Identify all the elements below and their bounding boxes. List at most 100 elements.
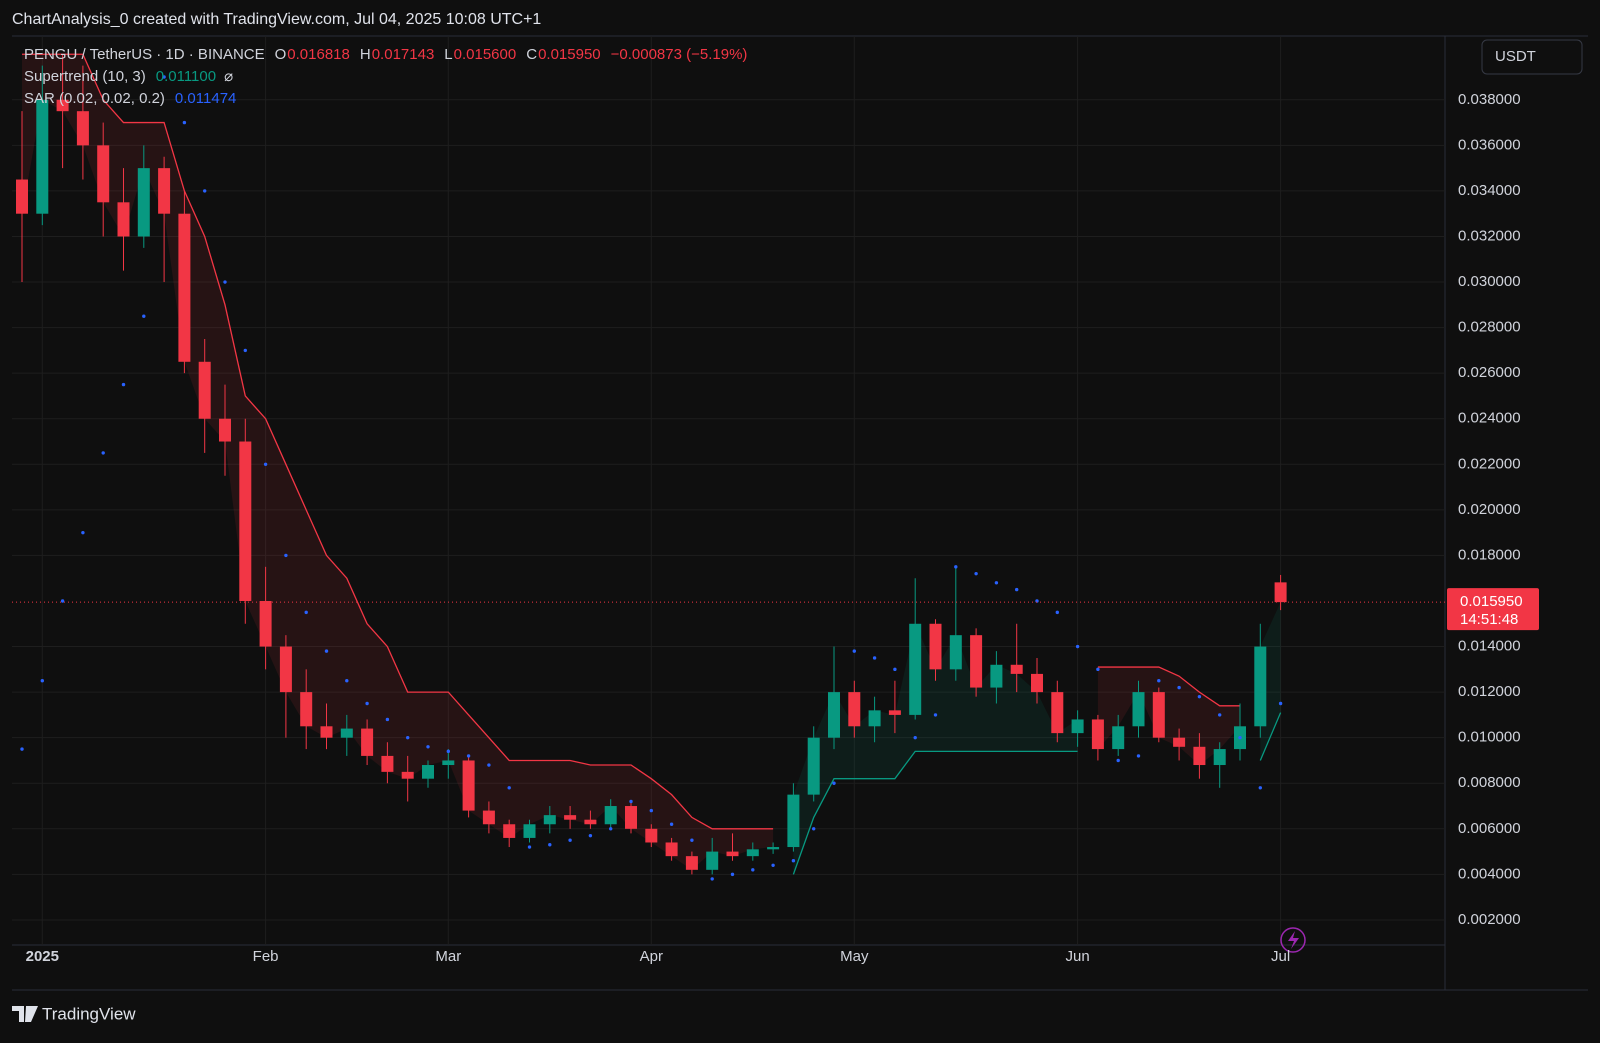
supertrend-line <box>1259 712 1282 761</box>
sar-dot <box>812 827 816 831</box>
y-tick-label: 0.030000 <box>1458 273 1521 290</box>
sar-dot <box>1116 758 1120 763</box>
candle-body <box>178 213 191 362</box>
candle-body <box>56 99 69 112</box>
sar-dot <box>40 679 44 683</box>
candle-body <box>1010 664 1023 674</box>
candle-body <box>259 600 272 647</box>
y-tick-label: 0.034000 <box>1458 182 1521 199</box>
y-tick-label: 0.024000 <box>1458 410 1521 427</box>
sar-dot <box>527 845 532 849</box>
sar-dot <box>487 763 491 767</box>
brand: TradingView <box>42 1004 136 1023</box>
sar-dot <box>1055 610 1060 615</box>
candle-body <box>239 441 252 601</box>
candle-body <box>726 851 739 857</box>
sar-dot <box>81 530 85 535</box>
y-tick-label: 0.022000 <box>1458 455 1521 472</box>
sar-dot <box>304 610 308 615</box>
candle-body <box>158 168 171 214</box>
brand-logo <box>12 1006 38 1022</box>
candle-body <box>1173 737 1186 747</box>
candle-body <box>1091 719 1104 750</box>
candle-body <box>787 794 800 848</box>
currency-button[interactable] <box>1481 39 1583 75</box>
candle-body <box>604 806 617 825</box>
sar-dot <box>872 656 877 660</box>
ohlc-value: 0.017143 <box>372 46 435 63</box>
candle-body <box>807 737 820 795</box>
candle-body <box>645 828 658 843</box>
candle-body <box>279 646 292 693</box>
sar-dot <box>406 735 410 740</box>
supertrend-line <box>792 750 1078 875</box>
candle-body <box>76 111 89 146</box>
sar-dot <box>426 745 430 749</box>
sar-dot <box>1258 786 1263 790</box>
candle-body <box>16 179 28 214</box>
candle-body <box>888 710 901 715</box>
supertrend-value: 0.011100 <box>156 68 216 85</box>
y-tick-label: 0.020000 <box>1458 501 1521 518</box>
candle-body <box>381 755 394 772</box>
sar-dot <box>263 462 268 467</box>
sar-dot <box>243 348 247 353</box>
candle-body <box>503 824 516 838</box>
supertrend-name: Supertrend (10, 3) <box>24 68 146 85</box>
sar-dot <box>832 781 836 785</box>
sar-dot <box>751 868 755 872</box>
candle-body <box>401 771 414 779</box>
candle-body <box>746 849 759 857</box>
sar-dot <box>345 679 349 683</box>
sar-dot <box>507 786 511 790</box>
alert-icon[interactable] <box>1280 927 1306 953</box>
y-tick-label: 0.038000 <box>1458 91 1521 108</box>
x-tick-label: Apr <box>640 948 663 965</box>
ohlc-value: 0.015600 <box>454 46 517 63</box>
sar-value: 0.011474 <box>175 90 236 107</box>
candle-body <box>970 635 983 688</box>
sar-dot <box>568 838 572 842</box>
ohlc-letter: O <box>275 46 287 63</box>
candle-body <box>1213 749 1226 766</box>
sar-dot <box>20 747 24 751</box>
sar-dot <box>1136 754 1141 758</box>
supertrend-line <box>22 53 774 830</box>
price-tag <box>1447 588 1539 631</box>
ohlc-value: 0.016818 <box>287 46 350 63</box>
candle-body <box>1051 692 1064 734</box>
y-tick-label: 0.012000 <box>1458 683 1521 700</box>
y-tick-label: 0.010000 <box>1458 729 1521 746</box>
y-tick-label: 0.032000 <box>1458 227 1521 244</box>
x-tick-label: Jul <box>1271 948 1290 965</box>
candle-body <box>767 847 780 850</box>
sar-dot <box>669 822 674 826</box>
candle-body <box>909 623 922 715</box>
sar-dot <box>1218 713 1222 717</box>
currency-label[interactable]: USDT <box>1495 48 1536 65</box>
sar-dot <box>852 649 856 653</box>
sar-dot <box>1197 694 1202 699</box>
sar-dot <box>60 599 65 603</box>
candle-body <box>543 815 556 825</box>
candle-body <box>1071 719 1084 734</box>
candle-body <box>1152 692 1165 738</box>
sar-dot <box>365 701 369 706</box>
sar-dot <box>913 735 917 740</box>
candle-body <box>482 810 495 825</box>
sar-dot <box>629 799 633 804</box>
candle-body <box>949 635 962 670</box>
candle-body <box>361 728 374 756</box>
y-tick-label: 0.004000 <box>1458 865 1521 882</box>
candle-body <box>1193 746 1206 766</box>
supertrend-fill <box>22 54 774 870</box>
supertrend-fill <box>1097 667 1240 766</box>
candle-body <box>219 418 231 442</box>
sar-dot <box>1177 685 1181 690</box>
sar-dot <box>182 120 187 125</box>
candle-body <box>462 760 475 811</box>
sar-dot <box>1075 644 1080 649</box>
candle-body <box>868 710 881 727</box>
sar-dot <box>974 571 978 576</box>
